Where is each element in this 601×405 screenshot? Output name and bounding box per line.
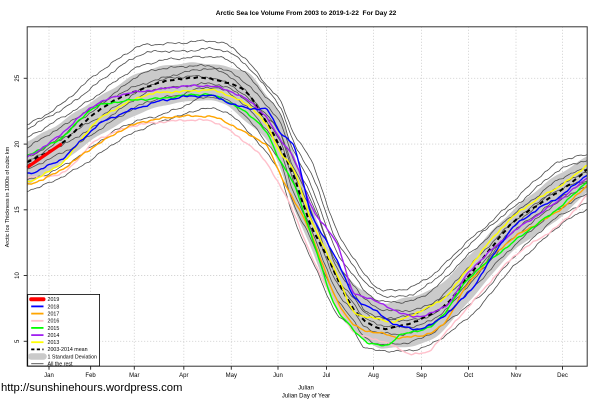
svg-text:Aug: Aug	[368, 373, 379, 379]
svg-text:Mar: Mar	[129, 373, 139, 379]
svg-text:25: 25	[15, 74, 21, 81]
svg-text:All the rest: All the rest	[48, 362, 74, 368]
svg-text:2017: 2017	[48, 312, 60, 318]
svg-text:2015: 2015	[48, 326, 60, 332]
svg-text:Nov: Nov	[511, 373, 522, 379]
svg-text:Feb: Feb	[85, 373, 96, 379]
svg-text:2016: 2016	[48, 319, 60, 325]
svg-text:May: May	[226, 373, 237, 379]
svg-text:1 Standard Deviation: 1 Standard Deviation	[48, 354, 98, 360]
svg-text:Jan: Jan	[44, 373, 54, 379]
svg-text:15: 15	[15, 206, 21, 213]
svg-text:2013: 2013	[48, 340, 60, 346]
svg-text:Arctic Sea Ice Volume From 200: Arctic Sea Ice Volume From 2003 to 2019-…	[216, 10, 397, 17]
svg-text:2014: 2014	[48, 333, 60, 339]
svg-text:2018: 2018	[48, 304, 60, 310]
svg-text:Jul: Jul	[323, 373, 331, 379]
svg-text:Arctic Ice Thickness in 1000s: Arctic Ice Thickness in 1000s of cubic k…	[5, 146, 11, 247]
svg-text:Jun: Jun	[273, 373, 283, 379]
svg-text:Apr: Apr	[179, 373, 188, 379]
svg-text:2003-2014 mean: 2003-2014 mean	[48, 347, 88, 353]
svg-text:Oct: Oct	[464, 373, 474, 379]
svg-text:10: 10	[15, 272, 21, 279]
svg-text:Julian: Julian	[298, 386, 314, 392]
svg-text:http://sunshinehours.wordpress: http://sunshinehours.wordpress.com	[1, 382, 182, 394]
svg-text:Dec: Dec	[557, 373, 568, 379]
svg-text:5: 5	[15, 339, 21, 343]
svg-text:20: 20	[15, 140, 21, 147]
svg-text:Julian Day of Year: Julian Day of Year	[282, 394, 330, 400]
svg-text:2019: 2019	[48, 297, 60, 303]
svg-text:Sep: Sep	[416, 373, 427, 379]
